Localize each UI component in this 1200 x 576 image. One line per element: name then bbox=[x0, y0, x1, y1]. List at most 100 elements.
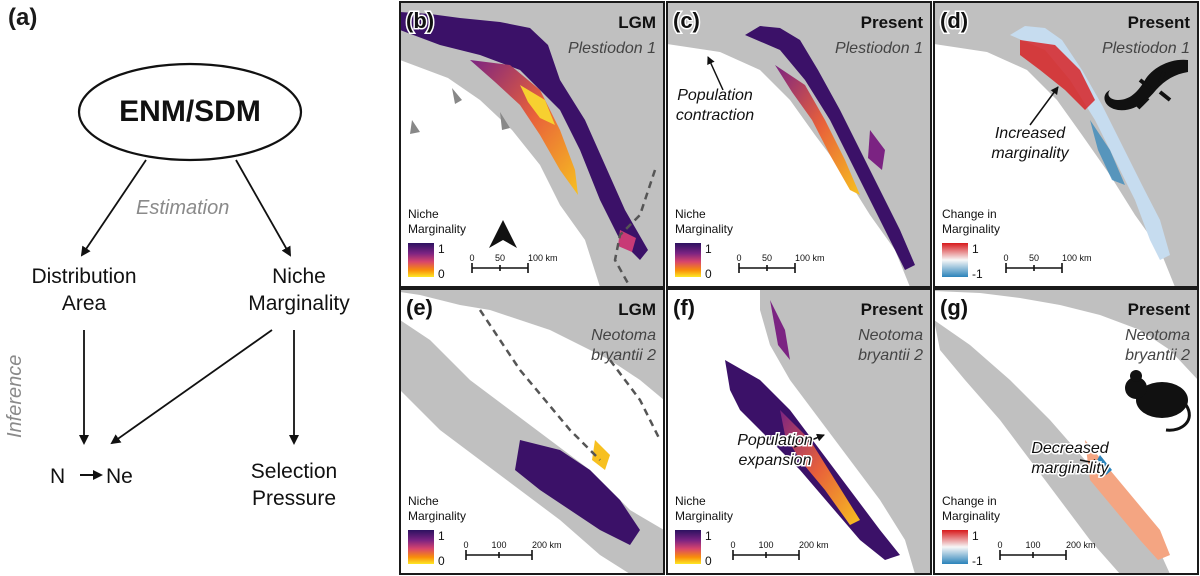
scale-tick: 50 bbox=[495, 253, 505, 263]
legend-title-2: Marginality bbox=[675, 509, 733, 523]
legend-bar-c bbox=[675, 243, 701, 277]
niche-line2: Marginality bbox=[248, 292, 350, 315]
legend-bar-g bbox=[942, 530, 968, 564]
legend-bar-b bbox=[408, 243, 434, 277]
distribution-area-label: Distribution Area bbox=[4, 263, 164, 317]
change-neutral bbox=[1010, 26, 1170, 260]
species-label: Plestiodon 1 bbox=[1102, 40, 1190, 57]
map-d bbox=[934, 2, 1198, 287]
modern-coastline bbox=[478, 309, 601, 461]
distribution-line2: Area bbox=[61, 292, 107, 315]
annotation-arrow bbox=[793, 433, 825, 448]
land-mass bbox=[667, 2, 931, 287]
scale-tick: 100 bbox=[1025, 540, 1040, 550]
legend-title: Niche bbox=[408, 494, 439, 508]
legend-title: Niche bbox=[675, 207, 706, 221]
north-arrow-icon bbox=[489, 220, 517, 248]
rodent-silhouette-icon bbox=[1125, 370, 1191, 432]
legend-title: Change in bbox=[942, 494, 997, 508]
land-mass-peninsula bbox=[934, 320, 1170, 574]
legend-max: 1 bbox=[972, 529, 979, 543]
map-c bbox=[667, 2, 931, 287]
arrow-niche-to-n bbox=[110, 329, 273, 445]
land-mass bbox=[400, 289, 664, 400]
range-low-marginality bbox=[470, 60, 578, 195]
panel-label: (f) bbox=[673, 295, 695, 320]
panel-label: (e) bbox=[406, 295, 433, 320]
legend-min: 0 bbox=[438, 267, 445, 281]
map-f bbox=[667, 289, 931, 574]
modern-coastline bbox=[613, 169, 657, 287]
annotation-arrow bbox=[1029, 86, 1059, 126]
legend-title: Change in bbox=[942, 207, 997, 221]
species-label-2: bryantii 2 bbox=[1125, 347, 1190, 364]
species-label: Neotoma bbox=[591, 327, 656, 344]
legend-max: 1 bbox=[705, 242, 712, 256]
scale-tick: 50 bbox=[762, 253, 772, 263]
species-label: Plestiodon 1 bbox=[835, 40, 923, 57]
legends bbox=[408, 243, 968, 564]
legend-title-2: Marginality bbox=[942, 509, 1000, 523]
arrow-to-niche bbox=[235, 159, 291, 257]
range-low-marginality bbox=[775, 65, 860, 195]
period-label: Present bbox=[1128, 300, 1191, 319]
enm-sdm-label: ENM/SDM bbox=[119, 95, 261, 128]
map-b bbox=[400, 2, 664, 287]
range-patch bbox=[770, 300, 790, 360]
niche-line1: Niche bbox=[272, 265, 326, 288]
panel-label: (c) bbox=[673, 8, 700, 33]
land-mass bbox=[760, 289, 931, 574]
panel-a-arrows bbox=[77, 62, 303, 480]
legend-min: -1 bbox=[972, 554, 983, 568]
period-label: Present bbox=[1128, 13, 1191, 32]
species-label: Neotoma bbox=[858, 327, 923, 344]
change-negative bbox=[1090, 120, 1125, 185]
modern-coastline-east bbox=[609, 359, 662, 441]
panel-a-label: (a) bbox=[8, 4, 38, 31]
range-patch bbox=[868, 130, 885, 170]
legend-title-2: Marginality bbox=[675, 222, 733, 236]
land-mass bbox=[400, 2, 664, 287]
scale-tick: 50 bbox=[1029, 253, 1039, 263]
legend-min: 0 bbox=[705, 554, 712, 568]
n-label: N bbox=[50, 465, 66, 488]
annotation-arrow bbox=[707, 56, 724, 91]
selection-line1: Selection bbox=[250, 460, 338, 483]
lizard-silhouette-icon bbox=[1104, 59, 1188, 111]
legend-max: 1 bbox=[705, 529, 712, 543]
panel-label: (g) bbox=[940, 295, 968, 320]
map-e bbox=[400, 289, 664, 574]
period-label: Present bbox=[861, 300, 924, 319]
scale-tick: 200 km bbox=[1066, 540, 1096, 550]
scale-tick: 0 bbox=[463, 540, 468, 550]
legend-title-2: Marginality bbox=[408, 222, 466, 236]
legend-max: 1 bbox=[438, 242, 445, 256]
annotation-2: expansion bbox=[739, 452, 812, 469]
scale-tick: 100 km bbox=[528, 253, 558, 263]
change-positive bbox=[1020, 40, 1095, 110]
legend-title: Niche bbox=[675, 494, 706, 508]
annotation: Increased bbox=[995, 125, 1066, 142]
range-core bbox=[520, 85, 555, 125]
annotation-arrow bbox=[1079, 458, 1101, 467]
annotation-2: marginality bbox=[991, 145, 1069, 162]
legend-min: 0 bbox=[705, 267, 712, 281]
scale-tick: 0 bbox=[736, 253, 741, 263]
range-high-marginality bbox=[745, 26, 915, 270]
ne-label: Ne bbox=[106, 465, 133, 488]
legend-title: Niche bbox=[408, 207, 439, 221]
annotation: Population bbox=[737, 432, 813, 449]
legend-min: -1 bbox=[972, 267, 983, 281]
panel-label: (b) bbox=[406, 8, 434, 33]
legend-bar-d bbox=[942, 243, 968, 277]
scale-tick: 100 km bbox=[1062, 253, 1092, 263]
map-g bbox=[934, 289, 1198, 574]
legend-max: 1 bbox=[972, 242, 979, 256]
scale-tick: 100 bbox=[758, 540, 773, 550]
panel-frames bbox=[399, 1, 1199, 575]
scale-tick: 200 km bbox=[532, 540, 562, 550]
scale-tick: 100 bbox=[491, 540, 506, 550]
scale-bars bbox=[465, 263, 1067, 560]
